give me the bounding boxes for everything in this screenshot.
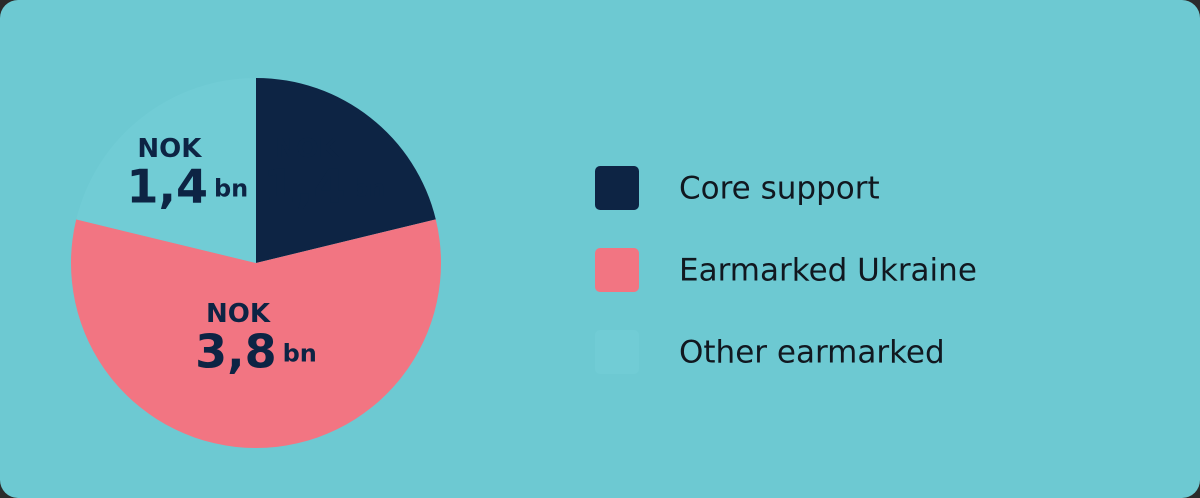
pie-slice: [71, 219, 442, 448]
slice-label: 1,4 bn: [264, 159, 386, 213]
slice-label-prefix: NOK: [137, 134, 202, 164]
slice-value-label: 3,8: [195, 324, 277, 378]
slice-label-prefix: NOK: [206, 299, 271, 329]
pie-slice: [256, 78, 436, 263]
slice-label: 1,4 bn: [127, 159, 249, 213]
slice-label-prefix: NOK: [275, 134, 340, 164]
legend-label: Earmarked Ukraine: [679, 253, 977, 289]
slice-label-suffix: bn: [283, 340, 317, 368]
legend-swatch: [595, 330, 639, 374]
legend-swatch: [595, 248, 639, 292]
legend-swatch: [595, 166, 639, 210]
legend-label: Other earmarked: [679, 335, 945, 371]
slice-value-label: 1,4: [127, 159, 209, 213]
slice-value-label: 1,4: [264, 159, 346, 213]
pie-slice: [76, 78, 256, 263]
legend-label: Core support: [679, 171, 880, 207]
slice-label-suffix: bn: [351, 175, 385, 203]
slice-label-suffix: bn: [214, 175, 248, 203]
slice-label: 3,8 bn: [195, 324, 317, 378]
